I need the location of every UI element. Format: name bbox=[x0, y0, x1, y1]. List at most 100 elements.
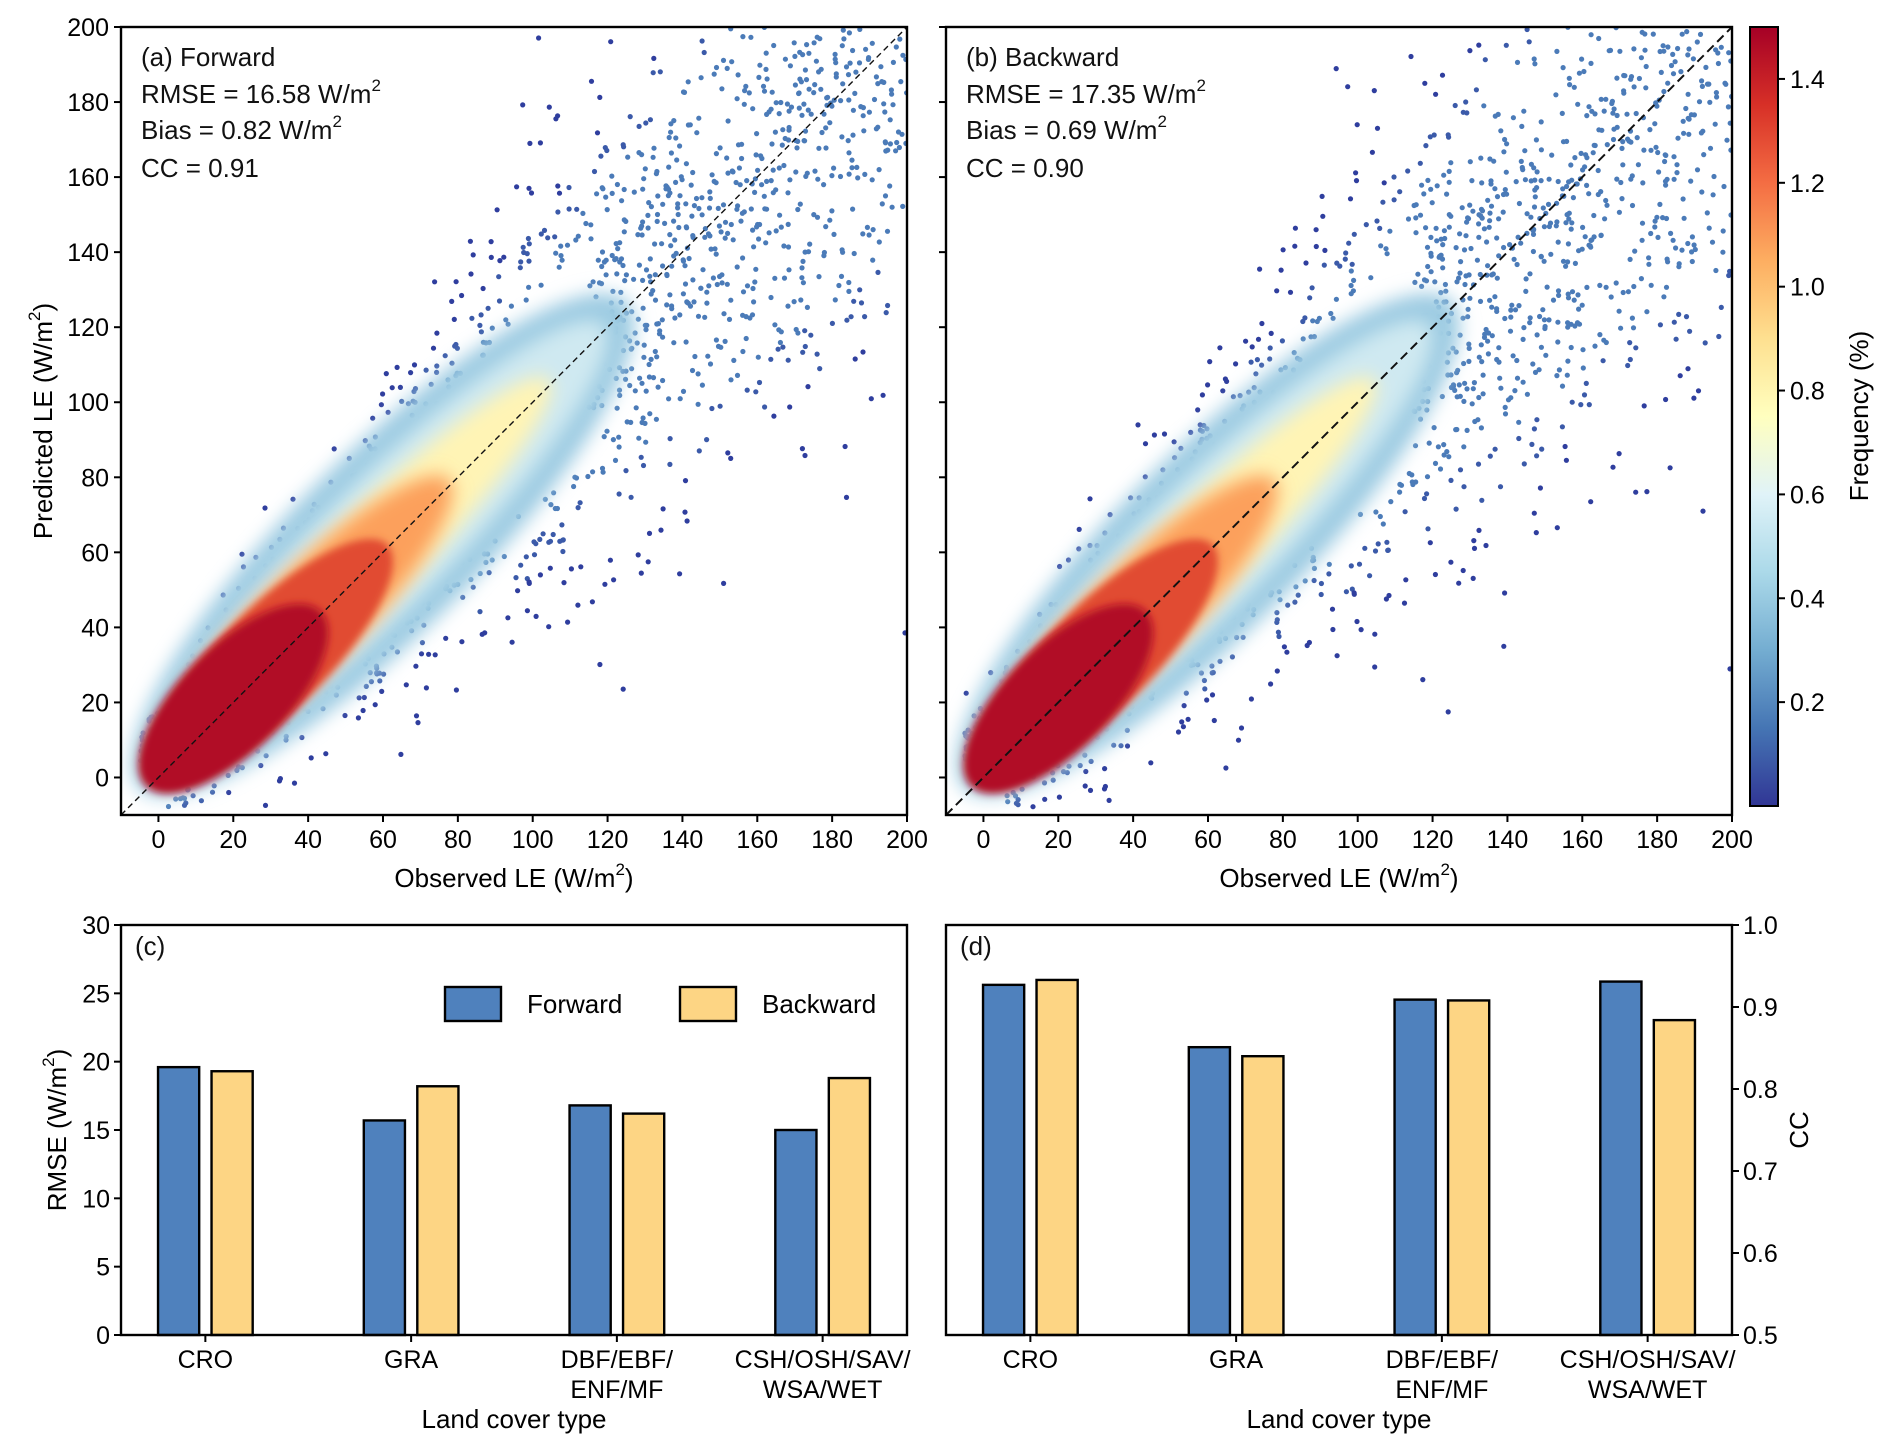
scatter-point bbox=[1610, 464, 1616, 470]
scatter-point bbox=[1665, 44, 1671, 50]
scatter-point bbox=[1699, 189, 1705, 195]
scatter-point bbox=[713, 337, 720, 343]
scatter-point bbox=[1638, 55, 1644, 61]
scatter-point bbox=[423, 685, 429, 691]
scatter-point bbox=[665, 193, 672, 199]
scatter-point bbox=[1292, 599, 1298, 605]
scatter-point bbox=[1259, 362, 1265, 368]
scatter-point bbox=[1448, 477, 1454, 483]
scatter-point bbox=[537, 140, 544, 146]
scatter-point bbox=[1428, 269, 1434, 275]
scatter-point bbox=[640, 186, 646, 192]
bar-backward bbox=[1241, 1054, 1285, 1337]
scatter-point bbox=[852, 356, 858, 362]
scatter-point bbox=[1685, 91, 1691, 97]
legend[interactable]: Forward Backward bbox=[443, 985, 876, 1023]
scatter-point bbox=[617, 259, 623, 265]
scatter-point bbox=[443, 635, 449, 641]
scatter-point bbox=[660, 334, 666, 340]
scatter-point bbox=[699, 38, 705, 44]
scatter-point bbox=[1476, 42, 1482, 48]
scatter-point bbox=[368, 679, 374, 685]
scatter-point bbox=[1686, 46, 1692, 52]
x-tick-label: ENF/MF bbox=[570, 1376, 663, 1404]
y-axis-label: Predicted LE (W/m2) bbox=[25, 303, 58, 539]
scatter-point bbox=[526, 241, 532, 247]
scatter-point bbox=[777, 212, 783, 218]
scatter-point bbox=[739, 155, 745, 162]
scatter-point bbox=[1516, 419, 1522, 425]
scatter-point bbox=[654, 354, 660, 360]
scatter-point bbox=[1673, 245, 1679, 251]
scatter-point bbox=[1642, 31, 1648, 37]
scatter-point bbox=[1554, 219, 1560, 225]
scatter-point bbox=[824, 95, 830, 101]
scatter-point bbox=[1313, 243, 1319, 250]
scatter-point bbox=[816, 274, 822, 280]
legend-item-forward[interactable]: Forward bbox=[443, 985, 622, 1023]
scatter-point bbox=[637, 375, 643, 381]
scatter-point bbox=[748, 206, 754, 212]
scatter-point bbox=[1275, 629, 1281, 635]
scatter-point bbox=[1584, 182, 1590, 188]
scatter-point bbox=[1439, 393, 1445, 400]
scatter-point bbox=[575, 602, 581, 608]
scatter-point bbox=[1470, 575, 1476, 582]
scatter-point bbox=[1220, 388, 1226, 394]
scatter-point bbox=[624, 419, 630, 425]
scatter-point bbox=[804, 42, 810, 48]
scatter-point bbox=[787, 177, 793, 183]
legend-item-backward[interactable]: Backward bbox=[678, 985, 876, 1023]
scatter-point bbox=[1519, 123, 1525, 129]
x-tick-label: 160 bbox=[736, 826, 778, 854]
scatter-point bbox=[1461, 360, 1467, 367]
scatter-point bbox=[700, 267, 706, 273]
scatter-point bbox=[1463, 99, 1469, 105]
scatter-point bbox=[666, 396, 672, 402]
scatter-point bbox=[559, 257, 565, 263]
scatter-point bbox=[1625, 362, 1631, 369]
scatter-point bbox=[724, 65, 730, 71]
scatter-point bbox=[1486, 224, 1492, 230]
scatter-point bbox=[645, 559, 651, 565]
x-tick-label: 0 bbox=[151, 826, 165, 854]
scatter-point bbox=[799, 265, 805, 271]
scatter-point bbox=[1440, 242, 1446, 248]
scatter-point bbox=[1639, 237, 1645, 243]
scatter-point bbox=[1673, 336, 1679, 342]
scatter-point bbox=[1633, 345, 1639, 351]
scatter-point bbox=[646, 200, 652, 206]
scatter-point bbox=[1397, 189, 1403, 195]
scatter-point bbox=[394, 364, 400, 370]
scatter-point bbox=[642, 322, 648, 328]
scatter-point bbox=[882, 139, 888, 145]
scatter-point bbox=[840, 27, 846, 33]
scatter-point bbox=[1656, 169, 1662, 175]
scatter-point bbox=[1102, 766, 1108, 772]
scatter-point bbox=[677, 396, 683, 402]
scatter-point bbox=[614, 271, 620, 277]
scatter-point bbox=[1609, 98, 1615, 104]
scatter-point bbox=[753, 389, 759, 395]
scatter-point bbox=[1415, 271, 1421, 277]
scatter-point bbox=[239, 551, 245, 557]
x-axis-label: Observed LE (W/m2) bbox=[394, 860, 633, 893]
scatter-point bbox=[639, 380, 645, 386]
scatter-point bbox=[865, 56, 872, 63]
scatter-point bbox=[1402, 509, 1408, 515]
scatter-point bbox=[1371, 88, 1377, 94]
scatter-point bbox=[377, 678, 383, 684]
scatter-point bbox=[588, 222, 594, 228]
scatter-point bbox=[262, 802, 269, 809]
scatter-point bbox=[559, 522, 565, 528]
scatter-point bbox=[659, 241, 665, 247]
bar-backward bbox=[416, 1085, 460, 1337]
scatter-point bbox=[1726, 50, 1732, 56]
scatter-point bbox=[823, 125, 829, 131]
scatter-point bbox=[1559, 383, 1566, 389]
scatter-point bbox=[1425, 263, 1431, 270]
scatter-point bbox=[1209, 670, 1215, 676]
scatter-point bbox=[781, 162, 787, 169]
scatter-point bbox=[1268, 330, 1274, 336]
